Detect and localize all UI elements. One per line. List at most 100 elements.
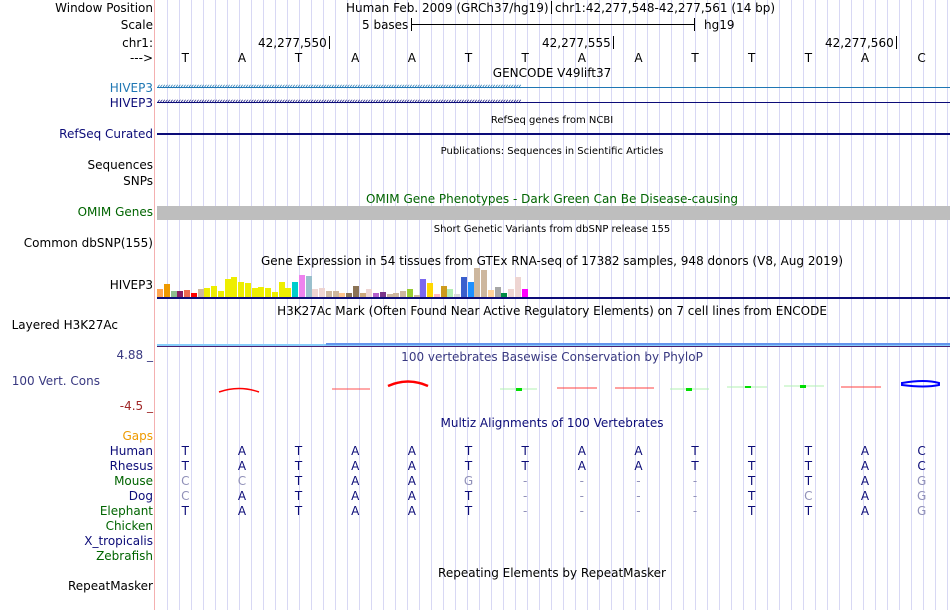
species-dog-label[interactable]: Dog [128,489,153,503]
gtex-tissue-bar[interactable] [271,292,278,298]
omim-gene-bar[interactable] [157,206,950,220]
gtex-tissue-bar[interactable] [292,282,298,298]
gtex-tissue-bar[interactable] [258,287,265,298]
species-mouse-label[interactable]: Mouse [114,474,153,488]
gtex-tissue-bar[interactable] [400,291,406,298]
strand-chevrons: ‹‹‹‹‹‹‹‹‹‹‹‹‹‹‹‹‹‹‹‹‹‹‹‹‹‹‹‹‹‹‹‹‹‹‹‹‹‹‹‹… [157,83,522,92]
layered-h3k27ac-label[interactable]: Layered H3K27Ac [11,318,118,332]
gtex-bar-chart[interactable] [157,266,950,298]
grid-line [635,0,636,610]
gtex-tissue-bar[interactable] [251,288,258,298]
strand-label[interactable]: ---> [129,51,153,65]
gtex-tissue-bar[interactable] [217,291,224,298]
gtex-tissue-bar[interactable] [305,276,312,298]
sequences-label[interactable]: Sequences [87,158,153,172]
species-rhesus-label[interactable]: Rhesus [109,459,153,473]
gtex-tissue-bar[interactable] [467,282,474,298]
ruler-base: A [351,51,360,65]
gtex-tissue-bar[interactable] [379,292,386,298]
gtex-tissue-bar[interactable] [312,289,319,298]
gtex-tissue-bar[interactable] [474,268,481,298]
gtex-tissue-bar[interactable] [163,284,170,298]
grid-line [431,0,432,610]
omim-genes-label[interactable]: OMIM Genes [77,205,153,219]
gtex-tissue-bar[interactable] [454,294,460,298]
gencode-gene-label-2[interactable]: HIVEP3 [109,96,153,110]
gtex-tissue-bar[interactable] [508,289,514,298]
gtex-tissue-bar[interactable] [170,291,177,298]
species-human-label[interactable]: Human [109,444,153,458]
refseq-curated-label[interactable]: RefSeq Curated [59,127,153,141]
phylop-plot[interactable] [157,370,950,400]
gtex-tissue-bar[interactable] [386,294,393,298]
species-elephant-label[interactable]: Elephant [99,504,153,518]
gencode-basic-gene[interactable]: ‹‹‹‹‹‹‹‹‹‹‹‹‹‹‹‹‹‹‹‹‹‹‹‹‹‹‹‹‹‹‹‹‹‹‹‹‹‹‹‹… [157,83,950,92]
grid-line [191,0,192,610]
gtex-tissue-bar[interactable] [373,293,379,298]
gtex-tissue-bar[interactable] [298,275,305,298]
gtex-tissue-bar[interactable] [285,288,292,298]
gtex-gene-label[interactable]: HIVEP3 [109,278,153,292]
alignment-base: G [463,474,474,488]
gtex-tissue-bar[interactable] [231,277,238,298]
gtex-tissue-bar[interactable] [440,286,447,298]
gtex-tissue-bar[interactable] [420,279,427,298]
gtex-tissue-bar[interactable] [265,288,271,298]
gtex-tissue-bar[interactable] [359,293,366,298]
gtex-tissue-bar[interactable] [332,291,339,298]
gtex-tissue-bar[interactable] [244,283,251,298]
gencode-gene-label-1[interactable]: HIVEP3 [109,81,153,95]
gtex-tissue-bar[interactable] [460,277,467,298]
alignment-base: - [522,489,528,503]
common-dbsnp-label[interactable]: Common dbSNP(155) [23,236,153,250]
gtex-tissue-bar[interactable] [514,277,521,298]
gtex-tissue-bar[interactable] [325,291,332,298]
gtex-tissue-bar[interactable] [447,289,454,298]
gtex-tissue-bar[interactable] [487,290,494,298]
ruler-tick: 42,277,550 [258,36,330,50]
assembly-title: Human Feb. 2009 (GRCh37/hg19) [346,1,552,15]
gtex-tissue-bar[interactable] [157,289,163,298]
gencode-comp-gene[interactable]: ‹‹‹‹‹‹‹‹‹‹‹‹‹‹‹‹‹‹‹‹‹‹‹‹‹‹‹‹‹‹‹‹‹‹‹‹‹‹‹‹… [157,98,950,107]
gtex-tissue-bar[interactable] [427,283,433,298]
gtex-tissue-bar[interactable] [238,282,244,298]
species-xtropicalis-label[interactable]: X_tropicalis [84,534,153,548]
scale-label: Scale [120,18,153,32]
gtex-tissue-bar[interactable] [224,279,231,298]
label-separator[interactable] [154,0,155,610]
gtex-tissue-bar[interactable] [177,291,184,298]
alignment-base: T [464,489,473,503]
gtex-tissue-bar[interactable] [346,293,352,298]
gtex-tissue-bar[interactable] [184,290,190,298]
scale-bar-left-cap [411,18,412,31]
gtex-tissue-bar[interactable] [278,282,285,298]
alignment-base: C [804,489,813,503]
gtex-tissue-bar[interactable] [413,295,420,298]
species-zebrafish-label[interactable]: Zebrafish [96,549,153,563]
gtex-tissue-bar[interactable] [433,294,440,298]
gtex-tissue-bar[interactable] [393,293,400,298]
alignment-base: T [294,504,303,518]
grid-line [455,0,456,610]
refseq-gene[interactable] [157,133,950,135]
gtex-tissue-bar[interactable] [501,293,508,298]
gtex-tissue-bar[interactable] [197,289,204,298]
gtex-tissue-bar[interactable] [481,270,487,298]
gtex-tissue-bar[interactable] [211,286,217,298]
gtex-tissue-bar[interactable] [406,289,413,298]
gaps-label[interactable]: Gaps [122,429,153,443]
repeatmasker-label[interactable]: RepeatMasker [67,579,153,593]
snps-label[interactable]: SNPs [123,174,153,188]
alignment-base: A [577,444,586,458]
gtex-tissue-bar[interactable] [204,288,211,298]
phylop-track-label[interactable]: 100 Vert. Cons [11,374,100,388]
gtex-tissue-bar[interactable] [366,289,373,298]
grid-line [947,0,948,610]
species-chicken-label[interactable]: Chicken [105,519,153,533]
gtex-tissue-bar[interactable] [319,288,325,298]
gtex-tissue-bar[interactable] [190,293,197,298]
gtex-tissue-bar[interactable] [339,293,346,298]
gtex-tissue-bar[interactable] [352,286,359,298]
gtex-tissue-bar[interactable] [521,289,528,298]
gtex-tissue-bar[interactable] [494,287,501,298]
